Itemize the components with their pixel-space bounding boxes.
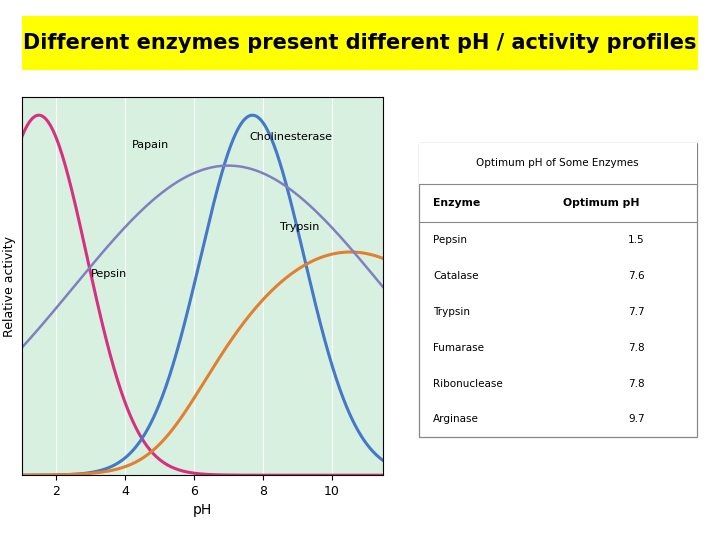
Text: 1.5: 1.5 [629, 235, 645, 245]
Text: Enzyme: Enzyme [433, 198, 480, 208]
Text: Optimum pH: Optimum pH [563, 198, 639, 208]
Text: 7.6: 7.6 [629, 271, 645, 281]
Text: Papain: Papain [132, 140, 169, 150]
Text: Different enzymes present different pH / activity profiles: Different enzymes present different pH /… [23, 33, 697, 53]
Text: Pepsin: Pepsin [91, 269, 127, 279]
Bar [418, 143, 697, 184]
X-axis label: pH: pH [193, 503, 212, 517]
Text: Pepsin: Pepsin [433, 235, 467, 245]
FancyBboxPatch shape [22, 16, 698, 70]
Y-axis label: Relative activity: Relative activity [3, 235, 16, 337]
Text: Trypsin: Trypsin [280, 222, 320, 232]
Text: Optimum pH of Some Enzymes: Optimum pH of Some Enzymes [477, 158, 639, 168]
Text: 7.8: 7.8 [629, 379, 645, 389]
Text: Trypsin: Trypsin [433, 307, 470, 317]
Text: Fumarase: Fumarase [433, 343, 485, 353]
Bar [418, 143, 697, 437]
Text: Cholinesterase: Cholinesterase [249, 132, 332, 143]
Text: Arginase: Arginase [433, 415, 480, 424]
Text: Ribonuclease: Ribonuclease [433, 379, 503, 389]
Text: 7.7: 7.7 [629, 307, 645, 317]
Text: 7.8: 7.8 [629, 343, 645, 353]
Text: Catalase: Catalase [433, 271, 479, 281]
Text: 9.7: 9.7 [629, 415, 645, 424]
